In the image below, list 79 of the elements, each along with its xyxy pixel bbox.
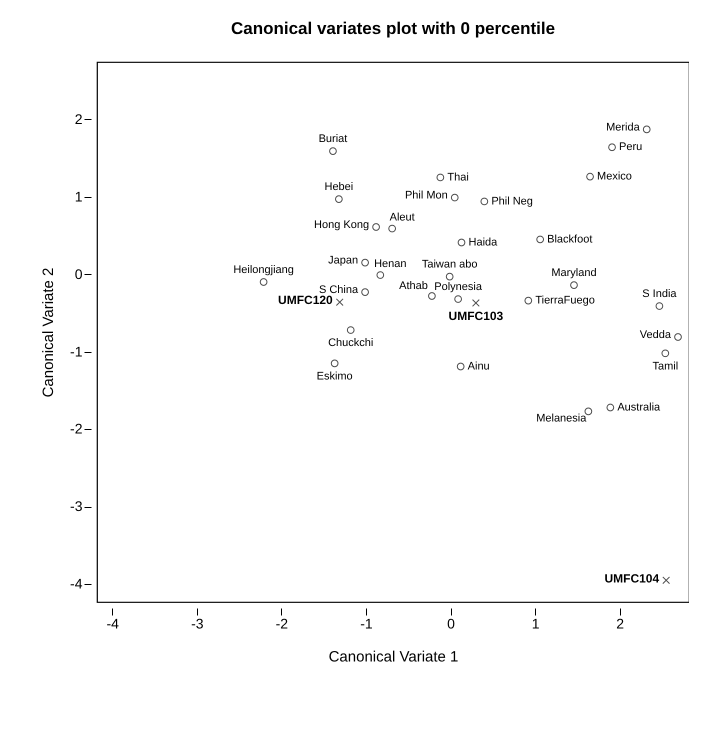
y-tick-label: 1 — [74, 188, 83, 204]
annotation: Peru — [619, 141, 642, 154]
x-tick-label: -2 — [276, 616, 288, 632]
x-tick-label: 1 — [532, 616, 540, 632]
annotation: Hebei — [324, 181, 354, 194]
point — [456, 362, 465, 370]
annotation: Buriat — [318, 133, 348, 146]
x-axis-title: Canonical Variate 1 — [328, 648, 458, 666]
point — [376, 271, 384, 279]
annotation: S India — [642, 288, 678, 300]
point — [536, 236, 544, 244]
annotation: Henan — [374, 258, 407, 270]
annotation: Polynesia — [434, 281, 483, 294]
point — [446, 272, 454, 280]
annotation: Phil Mon — [404, 190, 448, 202]
point — [346, 326, 355, 334]
x-tick-label: 0 — [447, 616, 456, 632]
point — [584, 408, 592, 416]
chart-title: Canonical variates plot with 0 percentile — [230, 19, 556, 38]
point — [436, 174, 444, 182]
annotation: Australia — [617, 402, 662, 414]
point — [661, 349, 670, 358]
annotation: Phil Neg — [491, 195, 533, 208]
annotation: Aleut — [390, 212, 415, 224]
point — [674, 333, 682, 341]
x-tick-label: -3 — [191, 616, 204, 632]
point — [606, 404, 614, 412]
point — [329, 147, 337, 155]
x-tick-label: -4 — [106, 616, 120, 632]
point — [450, 194, 459, 202]
annotation: Maryland — [551, 267, 597, 280]
y-tick-label: -3 — [70, 498, 83, 514]
annotation: Athab — [399, 280, 428, 292]
point — [388, 224, 396, 232]
point — [330, 360, 338, 368]
annotation: Taiwan abo — [422, 258, 478, 271]
point — [586, 172, 594, 181]
point — [361, 288, 369, 296]
point — [335, 195, 343, 203]
point — [428, 292, 436, 300]
point — [472, 299, 480, 307]
annotation: Eskimo — [316, 370, 353, 382]
annotation: Melanesia — [536, 412, 588, 424]
annotation: Japan — [328, 254, 358, 267]
point — [642, 126, 651, 134]
point — [480, 198, 488, 206]
x-tick-label: -1 — [360, 616, 373, 632]
annotation: Thai — [447, 171, 469, 184]
annotation: Haida — [468, 236, 498, 249]
annotation: Ainu — [468, 360, 490, 372]
annotation: Vedda — [640, 329, 672, 342]
point — [336, 298, 344, 306]
point — [524, 296, 532, 304]
annotation: Heilongjiang — [233, 264, 294, 276]
y-tick-label: -1 — [70, 343, 83, 360]
y-axis-title: Canonical Variate 2 — [40, 268, 58, 398]
y-tick-label: 2 — [74, 110, 83, 127]
point — [656, 302, 664, 310]
annotation: UMFC104 — [604, 571, 660, 586]
annotation: Mexico — [597, 170, 632, 183]
point — [372, 223, 380, 231]
point — [662, 576, 670, 584]
annotation: Merida — [606, 121, 641, 134]
annotation: Hong Kong — [314, 219, 370, 232]
annotation: Blackfoot — [547, 233, 592, 246]
point — [361, 258, 369, 267]
point — [608, 143, 616, 152]
point — [454, 295, 462, 303]
annotation: UMFC103 — [448, 308, 504, 323]
y-tick-label: 0 — [74, 266, 83, 282]
point — [458, 238, 466, 246]
annotation: TierraFuego — [535, 294, 595, 307]
point — [570, 281, 578, 289]
y-tick-label: -4 — [70, 576, 83, 592]
y-tick-label: -2 — [70, 420, 83, 437]
annotation: Chuckchi — [328, 337, 374, 350]
x-tick-label: 2 — [616, 616, 624, 632]
point — [260, 278, 268, 286]
annotation: Tamil — [652, 360, 678, 372]
